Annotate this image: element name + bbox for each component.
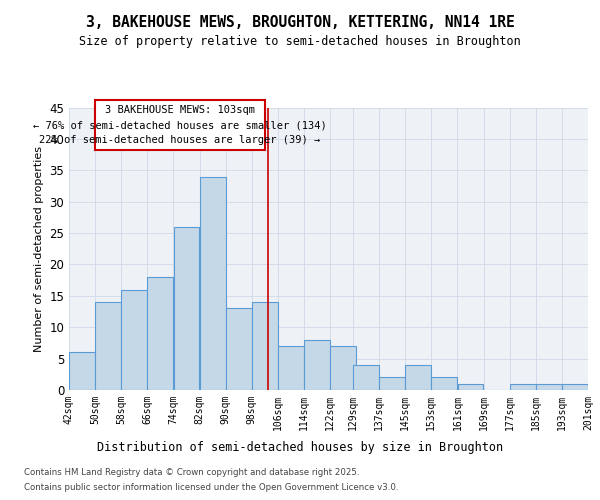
Bar [510, 384, 536, 390]
Bar [278, 346, 304, 390]
Text: 3, BAKEHOUSE MEWS, BROUGHTON, KETTERING, NN14 1RE: 3, BAKEHOUSE MEWS, BROUGHTON, KETTERING,… [86, 15, 514, 30]
Bar [353, 365, 379, 390]
Bar [379, 378, 405, 390]
Bar [406, 365, 431, 390]
Bar [458, 384, 484, 390]
Bar [69, 352, 95, 390]
Bar [330, 346, 356, 390]
Text: Contains HM Land Registry data © Crown copyright and database right 2025.: Contains HM Land Registry data © Crown c… [24, 468, 359, 477]
FancyBboxPatch shape [95, 100, 265, 150]
Bar [252, 302, 278, 390]
Y-axis label: Number of semi-detached properties: Number of semi-detached properties [34, 146, 44, 352]
Bar [148, 277, 173, 390]
Bar [562, 384, 588, 390]
Text: Size of property relative to semi-detached houses in Broughton: Size of property relative to semi-detach… [79, 34, 521, 48]
Bar [173, 227, 199, 390]
Bar [226, 308, 251, 390]
Bar [304, 340, 330, 390]
Text: 3 BAKEHOUSE MEWS: 103sqm
← 76% of semi-detached houses are smaller (134)
22% of : 3 BAKEHOUSE MEWS: 103sqm ← 76% of semi-d… [33, 106, 327, 145]
Bar [200, 176, 226, 390]
Text: Contains public sector information licensed under the Open Government Licence v3: Contains public sector information licen… [24, 483, 398, 492]
Bar [121, 290, 147, 390]
Text: Distribution of semi-detached houses by size in Broughton: Distribution of semi-detached houses by … [97, 441, 503, 454]
Bar [431, 378, 457, 390]
Bar [536, 384, 562, 390]
Bar [95, 302, 121, 390]
